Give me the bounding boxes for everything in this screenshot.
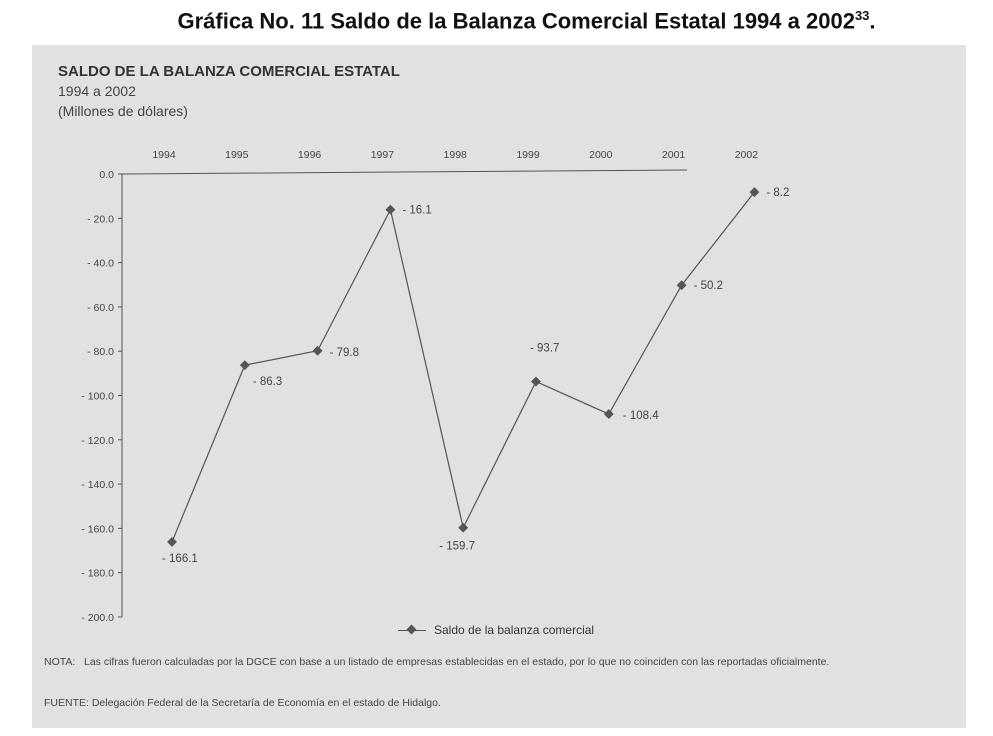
note-block: NOTA: Las cifras fueron calculadas por la… (44, 655, 944, 669)
note-label: NOTA: (44, 656, 76, 668)
data-point-marker (603, 409, 614, 420)
y-tick-label: - 20.0 (87, 213, 114, 225)
x-tick-label: 2000 (589, 149, 613, 161)
y-tick-label: - 140.0 (81, 479, 114, 491)
data-label: - 16.1 (402, 205, 431, 217)
y-tick-label: - 160.0 (81, 523, 114, 535)
x-tick-label: 1994 (152, 149, 176, 161)
y-tick-label: - 40.0 (87, 258, 114, 270)
source-block: FUENTE: Delegación Federal de la Secreta… (44, 696, 441, 710)
data-point-marker (312, 345, 323, 356)
source-text: Delegación Federal de la Secretaría de E… (91, 697, 441, 709)
y-tick-label: - 80.0 (87, 346, 114, 358)
data-label: - 8.2 (766, 187, 789, 199)
chart-legend: Saldo de la balanza comercial (398, 623, 594, 637)
data-point-marker (385, 204, 396, 215)
data-label: - 50.2 (694, 280, 723, 292)
x-tick-label: 2001 (662, 149, 686, 161)
data-point-marker (458, 522, 469, 533)
x-tick-label: 1997 (371, 149, 395, 161)
chart-panel: SALDO DE LA BALANZA COMERCIAL ESTATAL 19… (32, 45, 966, 728)
legend-label: Saldo de la balanza comercial (434, 623, 595, 637)
legend-diamond-icon (398, 625, 426, 635)
note-text: Las cifras fueron calculadas por la DGCE… (84, 656, 830, 668)
chart-title: SALDO DE LA BALANZA COMERCIAL ESTATAL (58, 63, 400, 80)
data-point-marker (239, 360, 250, 371)
x-tick-label: 1998 (444, 149, 468, 161)
y-tick-label: - 120.0 (81, 435, 114, 447)
x-axis-line (121, 169, 688, 175)
data-point-marker (531, 376, 541, 387)
figure-heading: Gráfica No. 11 Saldo de la Balanza Comer… (0, 8, 993, 34)
data-point-marker (749, 187, 760, 198)
y-tick-label: - 100.0 (81, 391, 114, 403)
series-line (171, 191, 755, 543)
heading-period: . (869, 8, 876, 34)
x-tick-label: 2002 (735, 149, 759, 161)
data-label: - 159.7 (439, 541, 475, 553)
y-tick-label: 0.0 (99, 169, 114, 181)
x-tick-label: 1996 (298, 149, 322, 161)
line-chart: 0.0 - 20.0 - 40.0 - 60.0 - 80.0 - 100.0 - 120.… (81, 149, 789, 624)
y-tick-label: - 180.0 (81, 568, 114, 580)
data-label: - 93.7 (530, 343, 559, 355)
data-point-marker (676, 280, 687, 291)
data-label: - 166.1 (162, 553, 198, 565)
x-tick-label: 1995 (225, 149, 249, 161)
figure-heading-text: Gráfica No. 11 Saldo de la Balanza Comer… (177, 8, 855, 34)
data-label: - 108.4 (623, 410, 659, 422)
source-label: FUENTE: (44, 697, 89, 709)
data-point-marker (167, 536, 177, 547)
x-tick-label: 1999 (516, 149, 540, 161)
data-label: - 79.8 (330, 347, 359, 359)
data-label: - 86.3 (253, 376, 282, 388)
y-tick-label: - 200.0 (81, 612, 114, 624)
chart-subtitle-units: (Millones de dólares) (58, 103, 188, 119)
y-tick-label: - 60.0 (87, 302, 114, 314)
footnote-ref: 33 (854, 8, 870, 23)
chart-subtitle-years: 1994 a 2002 (58, 83, 136, 99)
